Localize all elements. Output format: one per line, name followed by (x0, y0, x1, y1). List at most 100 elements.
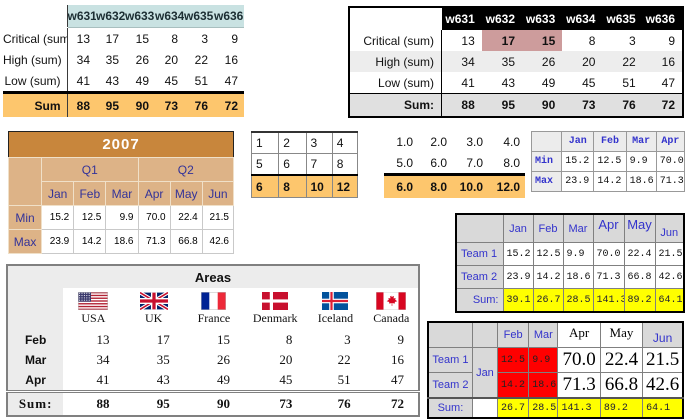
row-label: Min (530, 151, 563, 172)
cell: 15.2 (502, 242, 534, 266)
mono-minmax-table-table: Jan Feb Mar Apr Min 15.2 12.5 9.9 70.0 Max 23.9 14… (530, 131, 686, 192)
cell: 43 (501, 75, 516, 90)
table-row: Critical (sum) 13 17 15 8 3 9 (3, 27, 244, 49)
cell: 26 (217, 352, 231, 367)
sum-label: Sum: (7, 390, 64, 416)
month-header: Jun (201, 181, 235, 206)
cell: 51 (622, 75, 636, 90)
large-cell: 71.3 (557, 372, 601, 399)
sum-row: Sum 88 95 90 73 76 72 (3, 91, 244, 117)
month-header: May (169, 181, 203, 206)
table-row: 5.0 6.0 7.0 8.0 (384, 152, 525, 175)
corner-cell (349, 7, 442, 30)
cell: 41 (461, 75, 475, 90)
sum-label: Sum (3, 91, 68, 117)
table-row: Team 1 Jan 12.5 9.9 70.0 22.4 21.5 (427, 347, 684, 399)
cell: 23.9 (561, 171, 595, 192)
plain-number-table: 1.0 2.0 3.0 4.0 5.0 6.0 7.0 8.0 6.0 8.0 10.0 12.0 (384, 131, 525, 198)
week-table-dark: w631 w632 w633 w634 w635 w636 Critical (sum) 1… (348, 6, 684, 118)
sum-cell: 76 (306, 390, 365, 416)
title-row: 2007 (8, 131, 234, 158)
cell: 9.9 (562, 242, 594, 266)
team-table: Jan Feb Mar Apr May Jun Team 1 15.2 12.5 9.9 70.0… (455, 213, 685, 313)
highlighted-cell: 14.2 (497, 372, 530, 399)
month-header: Feb (73, 181, 107, 206)
sum-row: Sum: 26.7 28.5 141.3 89.2 64.1 (427, 397, 684, 419)
country-name: Canada (373, 311, 410, 326)
sum-cell: 141.3 (592, 288, 625, 313)
cell: 42.6 (201, 229, 235, 254)
cell: 6 (278, 153, 307, 176)
cell: 13 (461, 33, 475, 48)
cell: 20 (562, 51, 603, 72)
sum-cell: 6 (250, 174, 280, 198)
sum-cell: 95 (96, 91, 125, 117)
column-header: w635 (184, 5, 214, 28)
column-header: Jun (654, 213, 685, 243)
cell: 51 (194, 73, 208, 88)
cell: 9 (231, 31, 238, 46)
row-label: Low (sum) (3, 70, 68, 93)
sum-cell: 88 (441, 93, 482, 117)
week-table-plain-table: w631 w632 w633 w634 w635 w636 Critical (sum) 1… (3, 5, 244, 117)
cell: 17 (156, 332, 170, 347)
quarter-row: Q1 Q2 (7, 157, 234, 206)
cell: 70.0 (655, 151, 686, 172)
row-label: Max (530, 171, 563, 192)
cell: 3 (344, 332, 351, 347)
sum-row: Sum: 88 95 90 73 76 72 (349, 93, 683, 117)
row-label: High (sum) (349, 51, 443, 72)
team-table-head: Jan Feb Mar Apr May Jun (455, 213, 685, 243)
sum-cell: 64.1 (654, 288, 685, 313)
row-label: Low (sum) (349, 72, 443, 94)
table-row: Low (sum) 41 43 49 45 51 47 (349, 72, 683, 94)
cell: 23.9 (41, 229, 75, 254)
large-cell: 22.4 (599, 347, 644, 373)
flag-usa-icon (78, 291, 109, 310)
week-table-plain: w631 w632 w633 w634 w635 w636 Critical (sum) 1… (3, 5, 244, 117)
table-row: Apr 41 43 49 45 51 47 (7, 370, 419, 392)
column-header: w631 (441, 7, 482, 30)
sum-cell: 89.2 (599, 397, 644, 419)
column-header: w634 (155, 5, 184, 28)
cell: 22 (194, 52, 208, 67)
cell: 14.2 (532, 265, 564, 289)
grid-number-body: 1 2 3 4 5 6 7 8 6 8 10 12 (250, 131, 359, 198)
column-header: w636 (642, 7, 683, 30)
flag-denmark-icon (262, 291, 289, 310)
column-header: Apr (592, 213, 625, 243)
column-header: Mar (625, 131, 657, 152)
areas-table-table: Areas USA UK France Denmark Iceland Canada Feb… (6, 264, 420, 417)
column-header: w636 (214, 5, 244, 28)
cell: 18.6 (105, 229, 139, 254)
country-header: Canada (364, 288, 419, 330)
sum-cell: 72 (642, 93, 683, 117)
header-row: Jan Feb Mar Apr May Jun (455, 213, 685, 243)
column-header: Apr (557, 321, 601, 348)
column-header: Feb (497, 321, 530, 348)
empty-cell (471, 397, 499, 419)
country-header-row: USA UK France Denmark Iceland Canada (7, 288, 419, 330)
header-row: Jan Feb Mar Apr (530, 131, 686, 152)
row-label: Mar (7, 350, 64, 370)
week-table-dark-body: Critical (sum) 13 17 15 8 3 9 High (sum) 34 35 26 2… (349, 30, 683, 117)
large-cell: 21.5 (642, 347, 684, 373)
header-row: w631 w632 w633 w634 w635 w636 (349, 7, 683, 30)
cell: 35 (105, 52, 119, 67)
country-name: USA (81, 311, 106, 326)
highlighted-cell: 12.5 (497, 347, 530, 373)
country-header: USA (63, 288, 124, 330)
country-header: UK (123, 288, 184, 330)
table-row: Min 15.2 12.5 9.9 70.0 22.4 21.5 (7, 205, 235, 230)
cell: 34 (76, 52, 90, 67)
cell: 6.0 (430, 155, 447, 170)
cell: 70.0 (592, 242, 625, 266)
cell: 18.6 (562, 265, 594, 289)
column-header: Mar (528, 321, 559, 348)
column-header: w634 (562, 7, 603, 30)
sum-cell: 8.0 (418, 173, 452, 198)
cell: 43 (156, 372, 170, 387)
cell: 71.3 (137, 229, 171, 254)
cell: 35 (156, 352, 170, 367)
row-label: Team 1 (427, 347, 473, 373)
